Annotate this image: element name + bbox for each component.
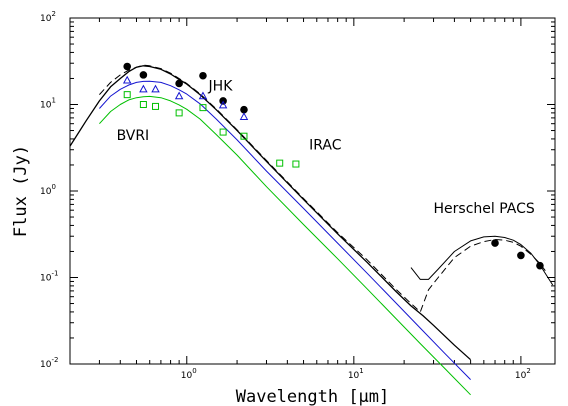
data-point-triangle	[151, 84, 160, 93]
plot-frame	[69, 17, 556, 365]
y-tick-label: 10-1	[40, 270, 58, 284]
data-point-square	[219, 128, 227, 136]
model-curve-4	[99, 80, 471, 380]
x-tick-base: 10	[181, 371, 193, 381]
y-tick-label: 10-2	[40, 356, 58, 370]
y-tick-exponent: -1	[51, 270, 58, 278]
y-tick-label: 101	[40, 97, 56, 111]
data-point-triangle	[174, 91, 184, 100]
data-point-triangle	[198, 91, 208, 100]
data-point-triangle	[239, 112, 249, 120]
data-point-triangle	[218, 100, 228, 109]
data-point-square	[152, 102, 160, 110]
data-point-triangle	[139, 84, 148, 93]
x-tick-label: 101	[348, 367, 364, 381]
y-tick-base: 10	[40, 187, 52, 197]
y-tick-base: 10	[40, 14, 52, 24]
data-point-circle	[240, 105, 248, 114]
annotation-label: IRAC	[309, 138, 342, 154]
data-point-square	[199, 104, 207, 112]
y-tick-label: 100	[40, 183, 56, 197]
labels: Wavelength [μm] Flux (Jy) JHK BVRI IRAC Her…	[11, 79, 535, 406]
data-point-square	[123, 91, 131, 99]
y-tick-exponent: 0	[51, 183, 55, 191]
data-point-square	[175, 109, 183, 117]
model-curves	[69, 64, 554, 396]
y-tick-base: 10	[40, 360, 52, 370]
annotation-label: BVRI	[117, 128, 150, 144]
y-tick-base: 10	[40, 274, 52, 284]
x-tick-label: 100	[181, 367, 197, 381]
annotation-label: Herschel PACS	[434, 201, 535, 217]
data-point-square	[292, 160, 300, 168]
y-tick-exponent: -2	[51, 356, 58, 364]
model-curve-1	[69, 65, 472, 361]
model-curve-5	[99, 95, 471, 396]
y-tick-exponent: 2	[51, 10, 55, 18]
model-curve-3	[99, 64, 546, 313]
y-tick-base: 10	[40, 101, 52, 111]
x-tick-exponent: 2	[526, 367, 530, 375]
x-tick-exponent: 0	[192, 367, 196, 375]
data-point-square	[139, 101, 147, 108]
data-point-circle	[536, 261, 544, 270]
data-points	[122, 62, 544, 270]
data-point-circle	[517, 251, 525, 260]
annotation-label: JHK	[208, 79, 234, 95]
model-curve-2	[410, 235, 554, 286]
y-tick-label: 102	[40, 10, 56, 24]
axes	[69, 17, 556, 365]
data-point-triangle	[122, 75, 132, 84]
data-point-circle	[175, 79, 183, 88]
data-point-circle	[199, 71, 207, 80]
y-axis-title: Flux (Jy)	[11, 145, 31, 237]
data-point-circle	[139, 71, 148, 79]
x-tick-label: 102	[515, 367, 531, 381]
x-tick-base: 10	[515, 371, 527, 381]
data-point-circle	[123, 62, 132, 71]
x-tick-exponent: 1	[359, 367, 363, 375]
x-tick-base: 10	[348, 371, 360, 381]
data-point-square	[240, 132, 248, 140]
x-axis-title: Wavelength [μm]	[236, 387, 390, 406]
data-point-circle	[491, 239, 499, 247]
data-point-square	[276, 159, 284, 167]
y-tick-exponent: 1	[51, 97, 55, 105]
